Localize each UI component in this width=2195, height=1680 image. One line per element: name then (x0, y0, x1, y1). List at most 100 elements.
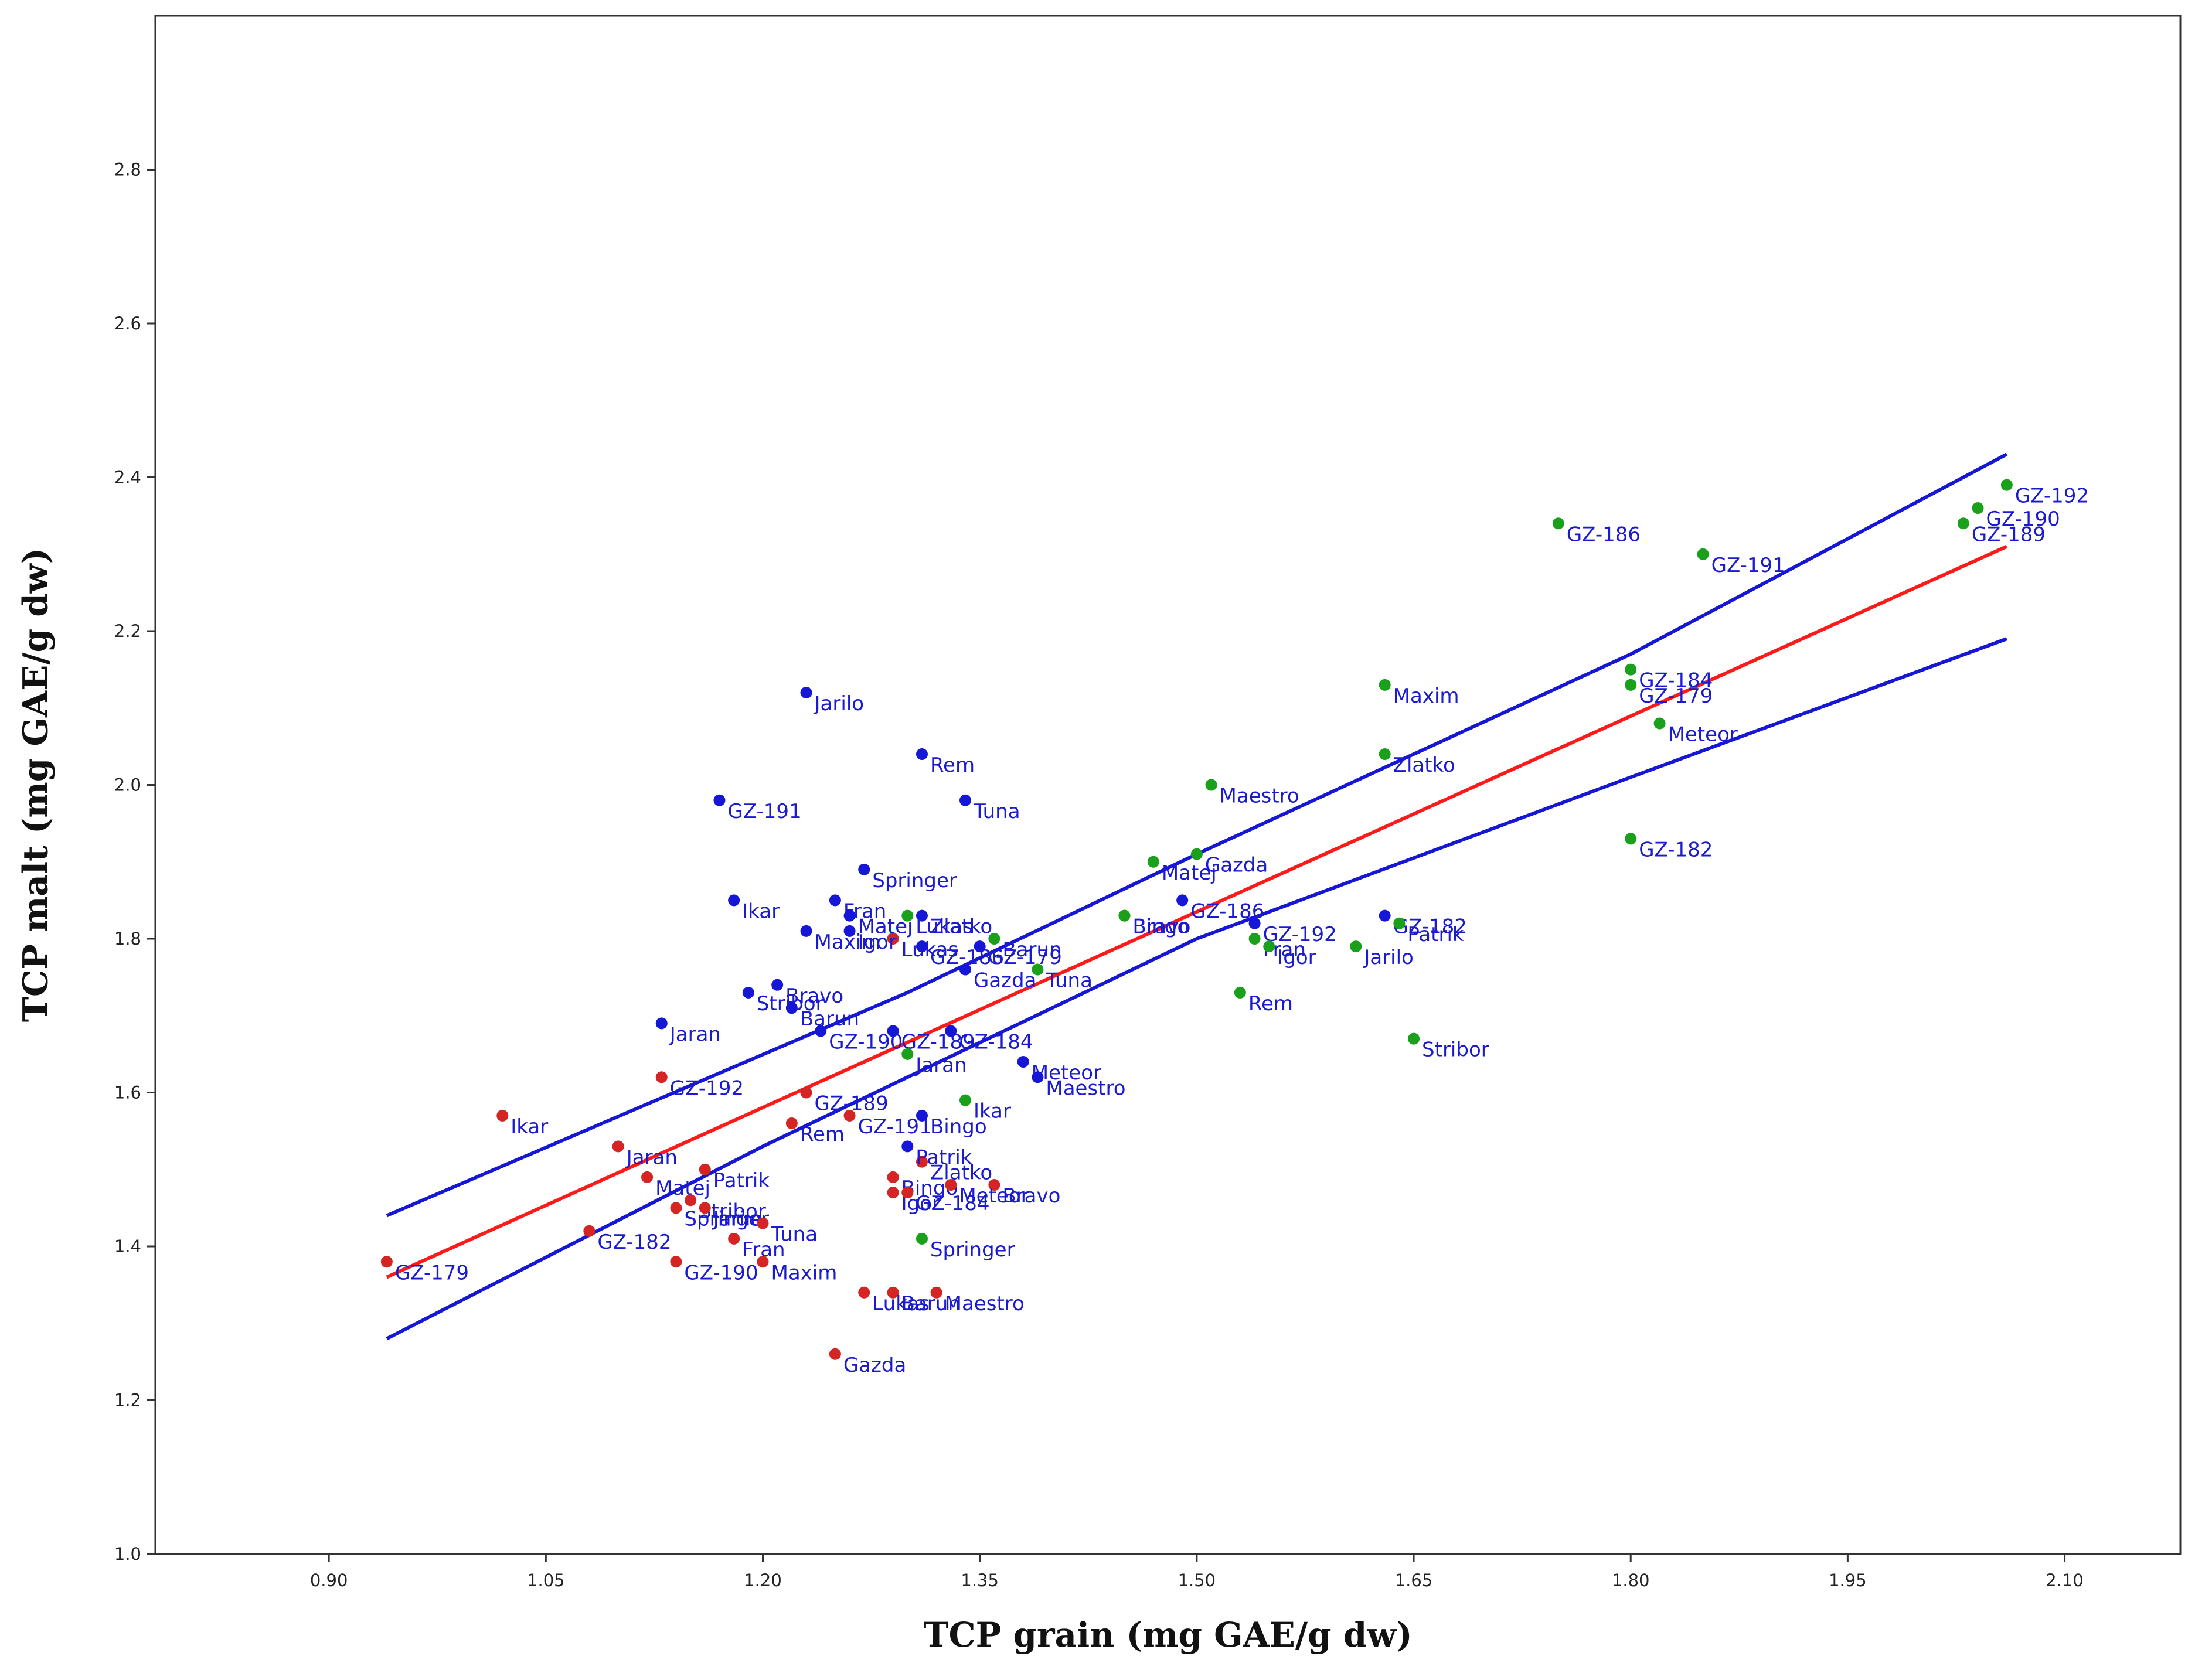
point-red-rem (785, 1117, 798, 1129)
point-label: GZ-184 (959, 1031, 1033, 1054)
point-blue-gz-184 (945, 1025, 957, 1037)
point-green-barun (988, 933, 1000, 945)
point-label: Rem (1248, 992, 1293, 1016)
point-blue-meteor (1017, 1056, 1029, 1068)
point-label: Ikar (511, 1115, 548, 1139)
x-tick-label: 1.05 (527, 1570, 565, 1590)
point-green-maxim (1379, 679, 1391, 691)
point-blue-jarilo (800, 687, 812, 698)
point-label: GZ-190 (1986, 507, 2060, 531)
point-red-gz-190 (670, 1256, 682, 1268)
point-label: GZ-182 (1393, 915, 1467, 939)
point-label: Jarilo (712, 1207, 763, 1231)
point-label: Zlatko (1393, 754, 1455, 777)
point-green-gz-186 (1552, 517, 1564, 530)
point-green-gz-184 (1625, 663, 1637, 676)
point-blue-gz-182 (1379, 909, 1391, 922)
point-red-fran (728, 1232, 740, 1245)
point-label: GZ-192 (670, 1076, 744, 1100)
point-label: Barun (800, 1007, 859, 1031)
point-blue-gz-191 (713, 794, 726, 806)
point-label: Bingo (1132, 915, 1189, 939)
point-blue-bravo (771, 979, 784, 991)
x-tick-label: 1.80 (1612, 1570, 1650, 1590)
point-label: GZ-179 (988, 946, 1062, 969)
point-red-jarilo (699, 1202, 711, 1214)
point-blue-igor (843, 925, 856, 937)
point-green-ikar (959, 1094, 971, 1106)
point-green-fran (1248, 933, 1261, 945)
point-blue-gz-186 (1176, 894, 1189, 907)
point-label: Meteor (1668, 723, 1738, 747)
point-red-gz-184 (901, 1187, 914, 1199)
point-red-gz-191 (843, 1109, 856, 1122)
point-label: GZ-182 (1639, 838, 1713, 861)
point-green-gz-179 (1625, 679, 1637, 691)
point-green-jarilo (1350, 940, 1362, 953)
point-label: Tuna (771, 1223, 818, 1246)
x-tick-label: 0.90 (310, 1570, 348, 1590)
point-label: GZ-184 (1639, 669, 1713, 693)
point-blue-fran (829, 894, 841, 907)
point-red-lukas (887, 933, 899, 945)
point-label: Tuna (973, 800, 1020, 823)
point-blue-maestro (1032, 1071, 1044, 1083)
point-label: Maestro (1220, 785, 1299, 808)
point-label: Meteor (959, 1184, 1029, 1208)
point-label: Patrik (916, 1146, 972, 1169)
x-tick-label: 1.50 (1178, 1570, 1216, 1590)
point-green-stribor (1408, 1032, 1420, 1045)
point-red-gz-182 (583, 1225, 595, 1237)
regression-line (386, 544, 2008, 1279)
point-red-tuna (757, 1217, 769, 1229)
point-red-springer (670, 1202, 682, 1214)
point-red-gz-192 (655, 1071, 668, 1083)
point-blue-stribor (742, 986, 754, 999)
point-label: Bingo (930, 1115, 987, 1139)
point-label: Maestro (1046, 1076, 1125, 1100)
point-label: Maxim (1393, 684, 1459, 708)
point-green-jaran (901, 1048, 914, 1060)
point-blue-rem (916, 748, 928, 760)
point-label: GZ-184 (916, 1192, 989, 1215)
point-blue-gz-186 (916, 940, 928, 953)
point-label: Stribor (1422, 1038, 1489, 1062)
point-label: Springer (930, 1238, 1015, 1262)
point-red-stribor (685, 1194, 697, 1207)
point-label: Maestro (945, 1292, 1025, 1316)
y-tick-label: 1.2 (114, 1391, 141, 1410)
point-label: Patrik (1407, 923, 1464, 946)
point-label: GZ-191 (727, 800, 801, 823)
point-label: Bravo (1132, 915, 1190, 939)
point-blue-zlatko (916, 909, 928, 922)
point-green-rem (1234, 986, 1246, 999)
x-tick-label: 1.65 (1395, 1570, 1433, 1590)
point-label: Ikar (742, 899, 780, 923)
point-green-maestro (1205, 779, 1217, 791)
point-red-lukas (858, 1286, 870, 1299)
point-label: Bravo (1002, 1184, 1060, 1208)
point-label: Zlatko (930, 1161, 992, 1185)
point-blue-gz-192 (1248, 917, 1261, 929)
y-tick-label: 2.6 (114, 313, 141, 333)
point-label: Jarilo (814, 692, 865, 715)
point-label: Igor (1277, 946, 1316, 969)
point-label: Springer (872, 869, 957, 892)
point-green-gz-189 (1957, 517, 1969, 530)
point-label: Stribor (699, 1199, 766, 1223)
point-label: Barun (901, 1292, 961, 1316)
point-green-zlatko (1379, 748, 1391, 760)
point-label: Matej (655, 1177, 710, 1200)
point-label: Meteor (1032, 1061, 1101, 1085)
y-tick-label: 2.0 (114, 775, 141, 795)
point-label: GZ-191 (1711, 554, 1785, 577)
y-axis-title: TCP malt (mg GAE/g dw) (15, 548, 55, 1022)
x-axis-title: TCP grain (mg GAE/g dw) (923, 1615, 1412, 1655)
data-points: GZ-179 Ikar GZ-192 Jaran Matej Patrik Stribor S… (380, 479, 2089, 1377)
point-red-gazda (829, 1348, 841, 1360)
point-green-bravo (1118, 909, 1131, 922)
point-label: Ikar (974, 1100, 1011, 1123)
point-red-ikar (496, 1109, 509, 1122)
point-label: Jaran (669, 1023, 721, 1046)
point-blue-patrik (901, 1140, 914, 1153)
